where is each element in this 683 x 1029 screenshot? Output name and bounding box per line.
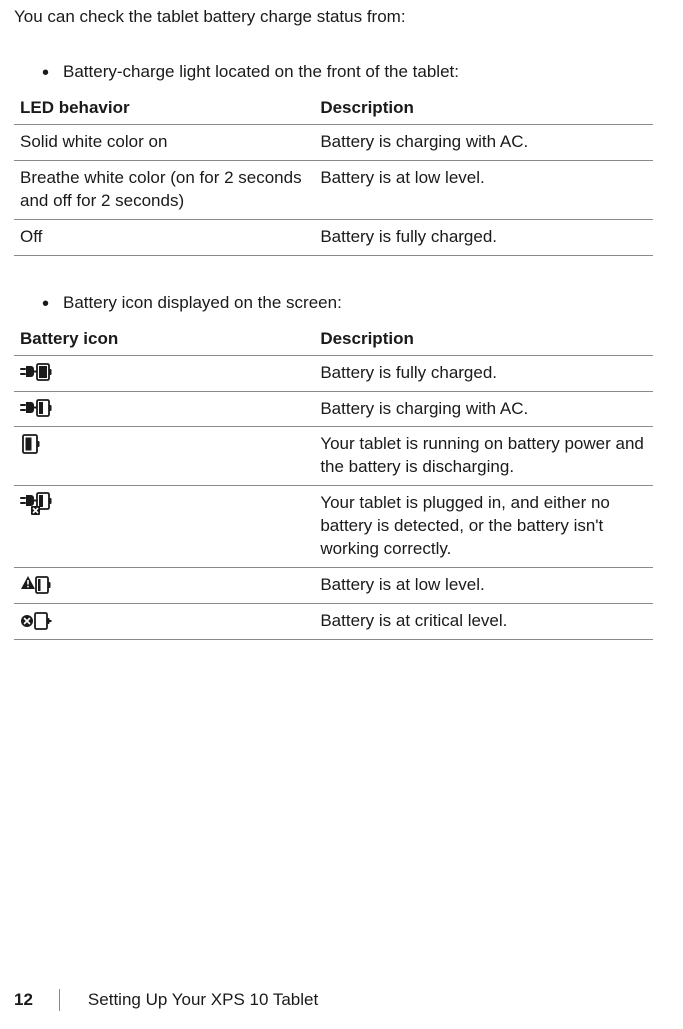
table-row: Battery is at low level. <box>14 568 653 604</box>
table1-r2-c1: Off <box>14 219 314 255</box>
table2-header-2: Description <box>314 325 653 356</box>
battery-full-plug-icon <box>20 362 52 384</box>
bullet-dot-icon: • <box>42 294 49 314</box>
table-row: Battery is at critical level. <box>14 604 653 640</box>
table2-r0-c2: Battery is fully charged. <box>314 355 653 391</box>
table2-r5-c2: Battery is at critical level. <box>314 604 653 640</box>
table-row: Your tablet is running on battery power … <box>14 427 653 486</box>
battery-charging-plug-icon <box>20 398 52 420</box>
table-row: Off Battery is fully charged. <box>14 219 653 255</box>
battery-icon-table: Battery icon Description Batt <box>14 325 653 640</box>
table2-r2-c2: Your tablet is running on battery power … <box>314 427 653 486</box>
page-footer: 12 Setting Up Your XPS 10 Tablet <box>0 989 683 1011</box>
bullet-1-text: Battery-charge light located on the fron… <box>63 61 459 84</box>
battery-low-warning-icon <box>20 574 52 596</box>
table1-r0-c2: Battery is charging with AC. <box>314 124 653 160</box>
table1-header-2: Description <box>314 94 653 125</box>
intro-text: You can check the tablet battery charge … <box>14 6 653 29</box>
table1-r1-c2: Battery is at low level. <box>314 160 653 219</box>
table2-r2-icon-cell <box>14 427 314 486</box>
bullet-2: • Battery icon displayed on the screen: <box>14 292 653 315</box>
table2-header-1: Battery icon <box>14 325 314 356</box>
table-row: Breathe white color (on for 2 seconds an… <box>14 160 653 219</box>
bullet-1: • Battery-charge light located on the fr… <box>14 61 653 84</box>
table2-r5-icon-cell <box>14 604 314 640</box>
table2-r3-icon-cell <box>14 486 314 568</box>
table1-r1-c1: Breathe white color (on for 2 seconds an… <box>14 160 314 219</box>
led-behavior-table: LED behavior Description Solid white col… <box>14 94 653 256</box>
page-number: 12 <box>14 990 33 1010</box>
table2-r4-c2: Battery is at low level. <box>314 568 653 604</box>
table2-r1-c2: Battery is charging with AC. <box>314 391 653 427</box>
footer-divider <box>59 989 60 1011</box>
bullet-dot-icon: • <box>42 63 49 83</box>
table1-r2-c2: Battery is fully charged. <box>314 219 653 255</box>
battery-discharging-icon <box>20 433 44 455</box>
table1-r0-c1: Solid white color on <box>14 124 314 160</box>
table2-r4-icon-cell <box>14 568 314 604</box>
table1-header-1: LED behavior <box>14 94 314 125</box>
table-row: Your tablet is plugged in, and either no… <box>14 486 653 568</box>
battery-error-plug-icon <box>20 492 52 516</box>
table2-r3-c2: Your tablet is plugged in, and either no… <box>314 486 653 568</box>
bullet-2-text: Battery icon displayed on the screen: <box>63 292 342 315</box>
table-row: Battery is charging with AC. <box>14 391 653 427</box>
table-row: Battery is fully charged. <box>14 355 653 391</box>
battery-critical-icon <box>20 610 52 632</box>
footer-title: Setting Up Your XPS 10 Tablet <box>88 990 318 1010</box>
table-row: Solid white color on Battery is charging… <box>14 124 653 160</box>
table2-r1-icon-cell <box>14 391 314 427</box>
table2-r0-icon-cell <box>14 355 314 391</box>
